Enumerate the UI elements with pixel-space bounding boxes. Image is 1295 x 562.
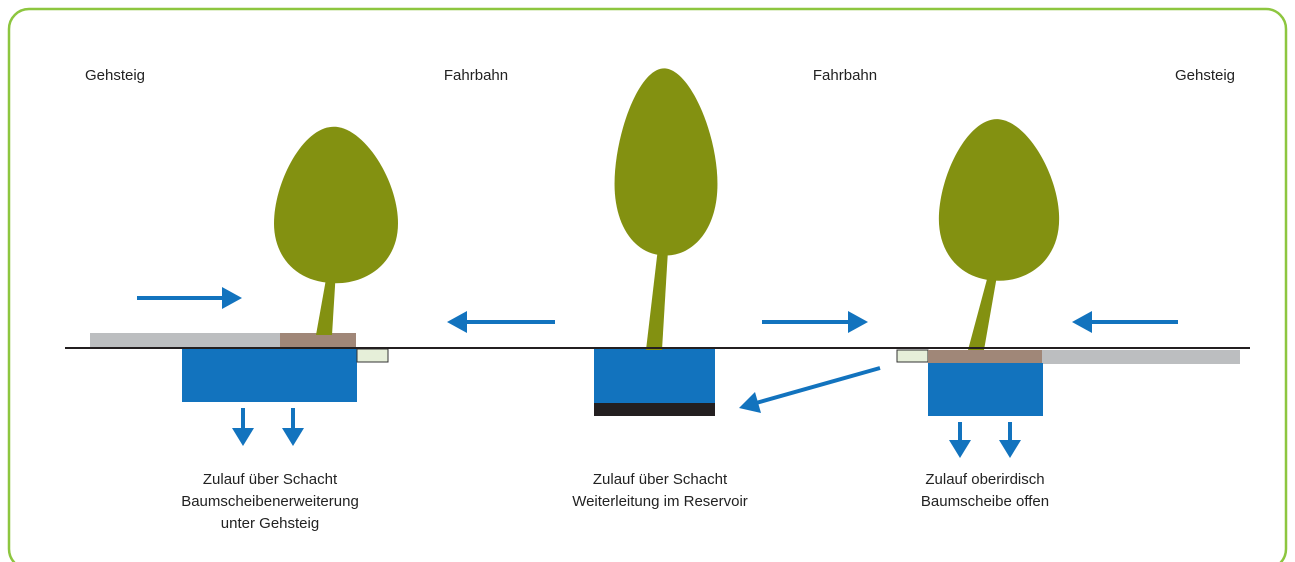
top-label: Gehsteig xyxy=(1175,67,1235,84)
top-label: Fahrbahn xyxy=(444,67,508,84)
caption: unter Gehsteig xyxy=(221,515,319,532)
caption: Zulauf über Schacht xyxy=(593,471,728,488)
caption: Zulauf über Schacht xyxy=(203,471,338,488)
caption: Baumscheibe offen xyxy=(921,493,1049,510)
caption: Baumscheibenerweiterung xyxy=(181,493,359,510)
top-label: Gehsteig xyxy=(85,67,145,84)
caption: Weiterleitung im Reservoir xyxy=(572,493,748,510)
top-label: Fahrbahn xyxy=(813,67,877,84)
right-section xyxy=(896,119,1240,458)
left-section xyxy=(90,126,398,446)
middle-section xyxy=(447,68,881,416)
caption: Zulauf oberirdisch xyxy=(925,471,1044,488)
frame xyxy=(7,7,1288,562)
